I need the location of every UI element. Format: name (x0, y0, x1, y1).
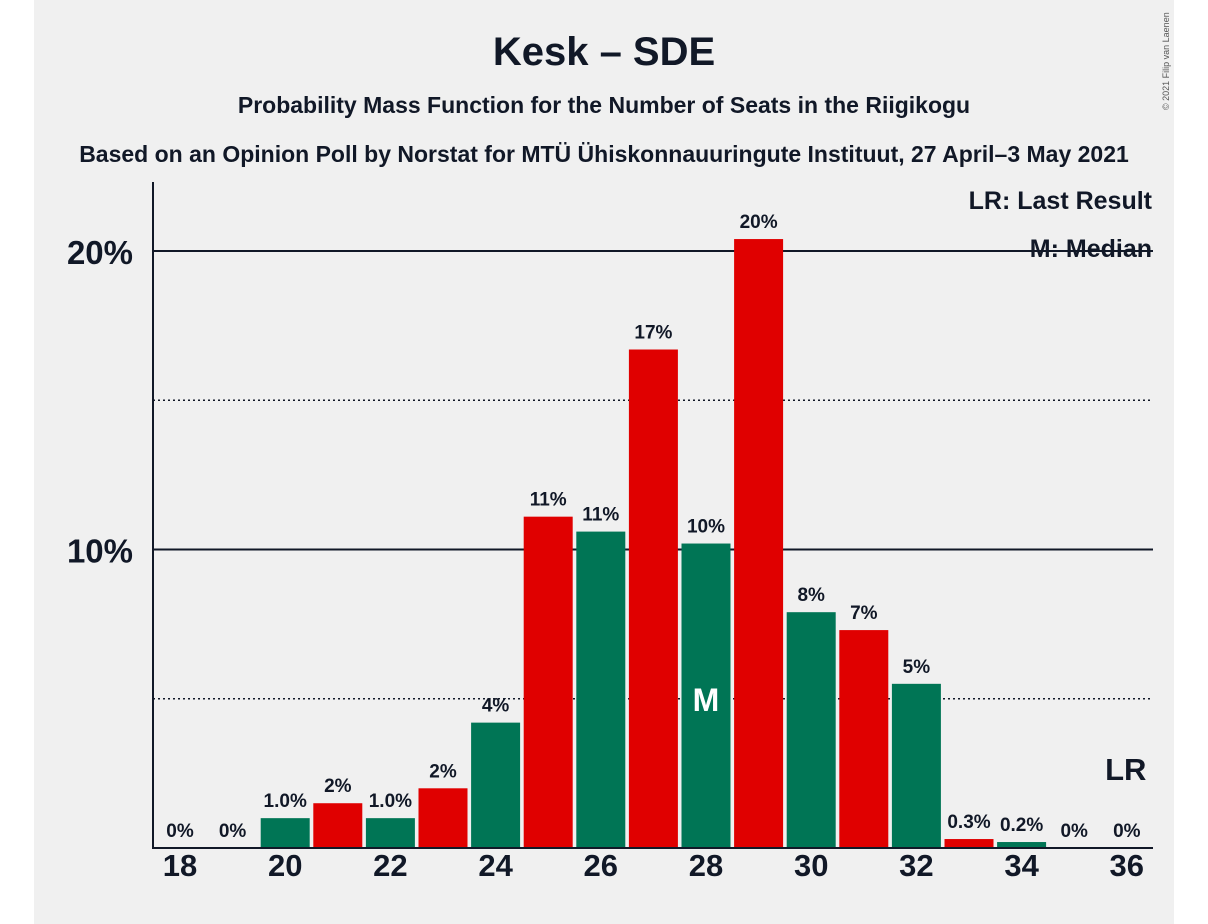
data-label-seat-23: 2% (429, 761, 457, 782)
data-label-seat-27: 17% (634, 323, 672, 344)
y-tick-label: 10% (67, 533, 133, 570)
bar-seat-20 (260, 818, 310, 848)
bar-seat-26 (576, 531, 626, 848)
data-label-seat-20: 1.0% (264, 791, 307, 812)
copyright-note: © 2021 Filip van Laenen (1161, 12, 1171, 110)
bar-seat-21 (313, 803, 363, 848)
legend-last-result: LR: Last Result (969, 187, 1153, 215)
last-result-marker: LR (1105, 752, 1146, 787)
data-label-seat-18: 0% (166, 821, 194, 842)
data-label-seat-28: 10% (687, 517, 725, 538)
x-tick-label: 20 (268, 848, 302, 883)
chart-source: Based on an Opinion Poll by Norstat for … (79, 141, 1129, 167)
data-label-seat-36: 0% (1113, 821, 1141, 842)
data-label-seat-29: 20% (740, 212, 778, 233)
x-tick-label: 32 (899, 848, 933, 883)
x-tick-label: 28 (689, 848, 723, 883)
x-tick-label: 24 (478, 848, 513, 883)
data-label-seat-30: 8% (797, 585, 825, 606)
bar-seat-33 (944, 839, 994, 848)
x-tick-labels: 18 20 22 24 26 28 30 32 34 36 (163, 848, 1144, 883)
bar-seat-32 (891, 683, 941, 848)
bar-seat-31 (839, 630, 889, 848)
data-label-seat-32: 5% (903, 657, 931, 678)
y-tick-labels: 10% 20% (67, 234, 133, 570)
data-label-seat-35: 0% (1060, 821, 1088, 842)
bar-seat-29 (734, 239, 784, 848)
data-label-seat-26: 11% (582, 505, 619, 526)
bar-seat-24 (471, 722, 521, 848)
x-tick-label: 22 (373, 848, 407, 883)
data-label-seat-25: 11% (530, 490, 567, 511)
bar-seat-25 (523, 516, 573, 848)
data-label-seat-34: 0.2% (1000, 815, 1043, 836)
x-tick-label: 18 (163, 848, 197, 883)
x-tick-label: 36 (1110, 848, 1144, 883)
x-tick-label: 30 (794, 848, 828, 883)
bar-seat-34 (997, 842, 1047, 848)
data-labels: 0% 0% 1.0% 2% 1.0% 2% 4% 11% 11% 17% 10% 20% 8% 7% 5% 0… (166, 212, 1140, 842)
x-tick-label: 26 (584, 848, 618, 883)
median-marker: M (693, 682, 720, 718)
x-tick-label: 34 (1004, 848, 1039, 883)
y-tick-label: 20% (67, 234, 133, 271)
data-label-seat-21: 2% (324, 776, 352, 797)
bar-seat-28 (681, 543, 731, 848)
bar-seat-30 (786, 612, 836, 848)
data-label-seat-33: 0.3% (947, 812, 990, 833)
bar-seat-27 (628, 349, 678, 848)
data-label-seat-24: 4% (482, 696, 510, 717)
chart-title: Kesk – SDE (493, 30, 715, 74)
legend-median: M: Median (1030, 235, 1152, 263)
bars (260, 239, 1047, 848)
data-label-seat-22: 1.0% (369, 791, 412, 812)
chart-subtitle: Probability Mass Function for the Number… (238, 92, 970, 118)
data-label-seat-31: 7% (850, 603, 878, 624)
bar-seat-23 (418, 788, 468, 848)
bar-seat-22 (365, 818, 415, 848)
data-label-seat-19: 0% (219, 821, 247, 842)
